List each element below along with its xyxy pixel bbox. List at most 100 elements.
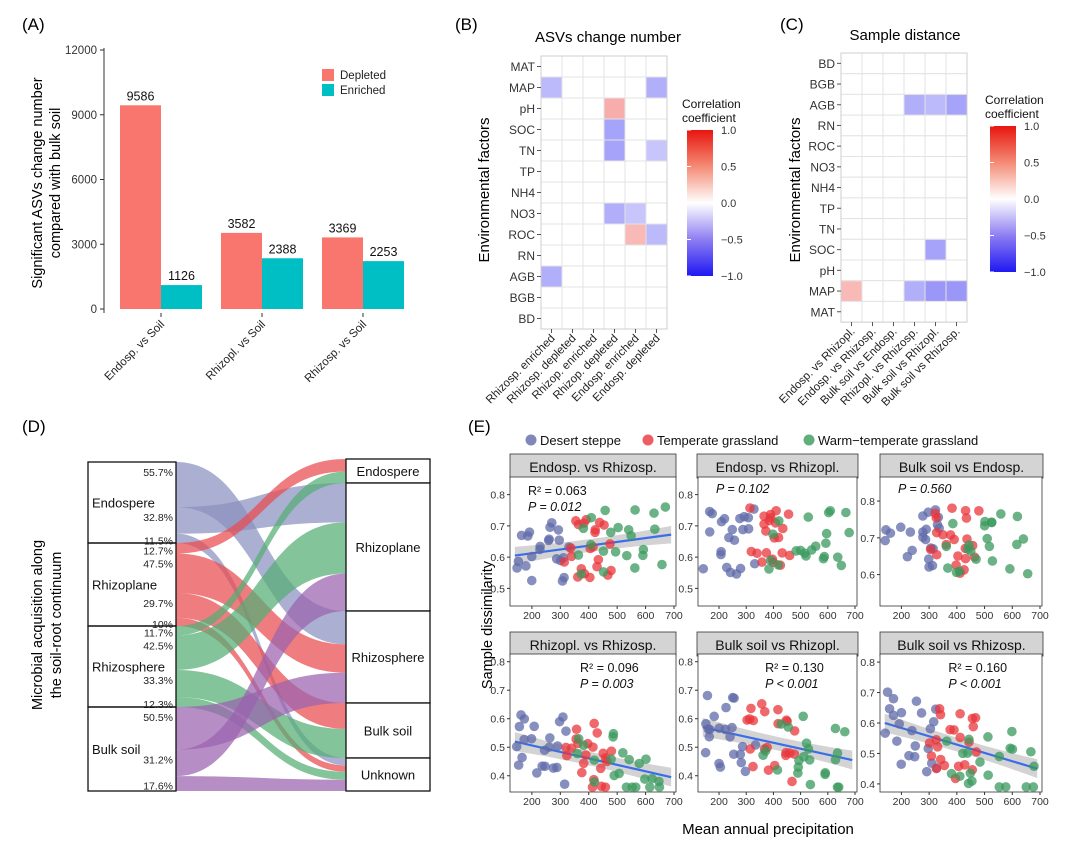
panel-e-point [773, 704, 783, 715]
panel-d-pct-label: 33.3% [143, 675, 173, 687]
panel-d-pct-label: 42.5% [143, 640, 173, 652]
panel-e-point [968, 721, 979, 732]
panel-e-point [935, 754, 946, 765]
panel-e-ytick-label: 0.5 [678, 742, 693, 754]
panel-d-flows [176, 459, 346, 791]
panel-c-cell [861, 114, 884, 137]
panel-e-point [592, 561, 602, 572]
panel-e-xtick-label: 200 [710, 796, 728, 808]
panel-e-point [529, 721, 540, 732]
panel-e-r2: R² = 0.160 [948, 661, 1007, 675]
panel-e-xtick-label: 300 [920, 610, 938, 622]
panel-e-point [745, 744, 756, 754]
panel-b-colored-cell [646, 77, 667, 98]
panel-b-cell [582, 244, 605, 267]
panel-e-point [783, 509, 794, 520]
panel-e-point [832, 748, 843, 758]
panel-c-row-label: MAT [811, 305, 836, 319]
panel-c-title: Sample distance [850, 27, 961, 44]
panel-e-xtick-label: 200 [893, 610, 911, 622]
panel-e-point [888, 710, 899, 721]
panel-b-row-label: BD [518, 312, 535, 326]
panel-e-point [941, 541, 952, 552]
panel-d-nodes: 55.7% 32.8% 11.5%12.7% 47.5% 29.7% 10%11.7%42… [87, 458, 431, 793]
panel-e-point [596, 781, 607, 792]
panel-b-cell [540, 118, 563, 141]
panel-e-point [780, 750, 791, 761]
panel-e-point [736, 757, 747, 768]
panel-d-pct-label: 12.7% [143, 545, 173, 557]
panel-c-cell [924, 300, 947, 323]
panel-c-cell [840, 135, 863, 158]
panel-e-point [832, 552, 843, 562]
panel-e-point [589, 718, 599, 729]
panel-a-bar-depleted [120, 105, 161, 309]
panel-c-row-label: TN [819, 222, 835, 236]
panel-d-target-label: Endospere [357, 464, 420, 479]
panel-e-point [657, 559, 667, 570]
panel-e-point [545, 733, 555, 743]
panel-c-cell [840, 93, 863, 116]
panel-b-colorbar [687, 130, 713, 276]
panel-b-colored-cell [541, 77, 562, 98]
panel-e-point [971, 554, 981, 564]
panel-c-cell [861, 156, 884, 178]
panel-e-xtick-label: 500 [976, 610, 994, 622]
panel-b-cell [603, 160, 626, 183]
panel-c-cell [861, 176, 884, 199]
panel-e-point [974, 506, 984, 516]
panel-e-point [728, 749, 739, 760]
panel-e-ytick-label: 0.7 [678, 685, 693, 697]
panel-e-point [830, 723, 841, 734]
panel-d-flow [176, 776, 346, 791]
panel-b-cell [561, 55, 584, 78]
panel-e-point [793, 762, 804, 772]
panel-e-point [599, 520, 609, 530]
panel-e-point [517, 752, 527, 763]
panel-e-point [921, 766, 932, 777]
panel-b-cell [624, 97, 647, 120]
panel-e-ytick-label: 0.8 [678, 657, 693, 669]
panel-e-point [725, 732, 735, 742]
panel-e-point [836, 560, 847, 571]
panel-e-point [544, 534, 554, 545]
panel-b-colorbar-label: 1.0 [721, 125, 736, 137]
panel-d-target-node [345, 458, 431, 484]
panel-e-point [935, 709, 946, 720]
panel-c-cell [945, 218, 968, 240]
panel-e-facet-strip [696, 453, 859, 479]
panel-b-cell [603, 244, 626, 267]
panel-e-point [945, 530, 956, 540]
panel-e-point [724, 532, 734, 543]
panel-d-target-label: Bulk soil [364, 724, 413, 739]
panel-d-ylabel-line2: the soil-root continuum [49, 552, 65, 699]
panel-e-pvalue: P < 0.001 [765, 677, 818, 691]
panel-e-point [943, 563, 953, 573]
panel-e-ytick-label: 0.7 [490, 521, 505, 533]
panel-a-ytick-label: 9000 [71, 110, 97, 122]
panel-e-point [803, 512, 814, 522]
panel-a-ytick-label: 3000 [71, 239, 97, 251]
panel-c-grid: BDBGBAGBRNROCNO3NH4TPTNSOCpHMAPMATEndosp… [777, 52, 968, 409]
panel-c-cell [840, 156, 863, 178]
panel-c-ylabel: Environmental factors [787, 117, 804, 262]
panel-b-cell [561, 118, 584, 141]
panel-e-point [641, 754, 651, 765]
panel-e-point [907, 725, 917, 736]
panel-e-facet-title: Bulk soil vs Rhizosp. [897, 637, 1025, 653]
panel-c-colorbar-label: −0.5 [1024, 231, 1046, 243]
panel-c-cell [903, 176, 926, 199]
panel-c-cell [840, 197, 863, 220]
panel-e-point [840, 726, 850, 737]
panel-d-pct-label: 10% [152, 619, 173, 631]
panel-c-cell [945, 156, 968, 178]
panel-e-point [606, 746, 617, 756]
panel-e-point [516, 710, 526, 720]
panel-e-ytick-label: 0.6 [860, 570, 875, 582]
panel-b-cell [582, 139, 605, 162]
panel-d-flow [176, 459, 346, 554]
panel-c-row-label: SOC [809, 243, 835, 257]
panel-a-bar-enriched [363, 261, 404, 309]
panel-e-point [971, 747, 982, 757]
panel-e-facet-title: Endosp. vs Rhizosp. [529, 459, 657, 475]
